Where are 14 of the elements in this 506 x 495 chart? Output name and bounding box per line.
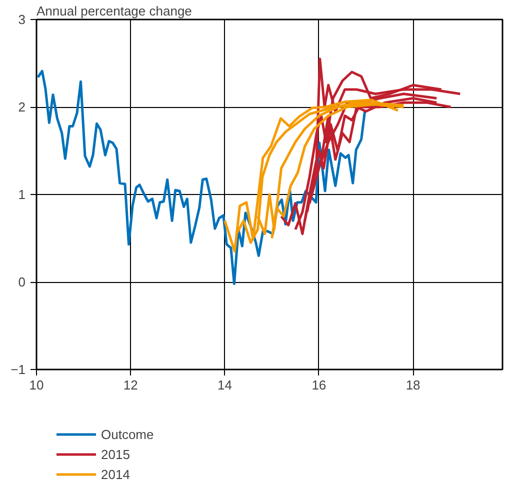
y-tick-label: 2 — [18, 100, 26, 114]
y-tick-label: 3 — [18, 12, 26, 27]
y-axis-title: Annual percentage change — [36, 4, 192, 18]
y-tick-label: −1 — [10, 362, 26, 377]
x-tick-label: 10 — [29, 378, 44, 392]
x-tick-label: 14 — [218, 378, 232, 392]
x-tick-label: 12 — [123, 378, 138, 392]
x-tick-label: 16 — [312, 378, 326, 392]
legend-label: 2014 — [101, 466, 130, 482]
y-tick-label: 0 — [18, 274, 26, 290]
y-tick-label: 1 — [18, 187, 26, 202]
x-tick-label: 18 — [406, 378, 420, 392]
legend-label: Outcome — [101, 426, 154, 442]
legend-label: 2015 — [101, 446, 130, 462]
